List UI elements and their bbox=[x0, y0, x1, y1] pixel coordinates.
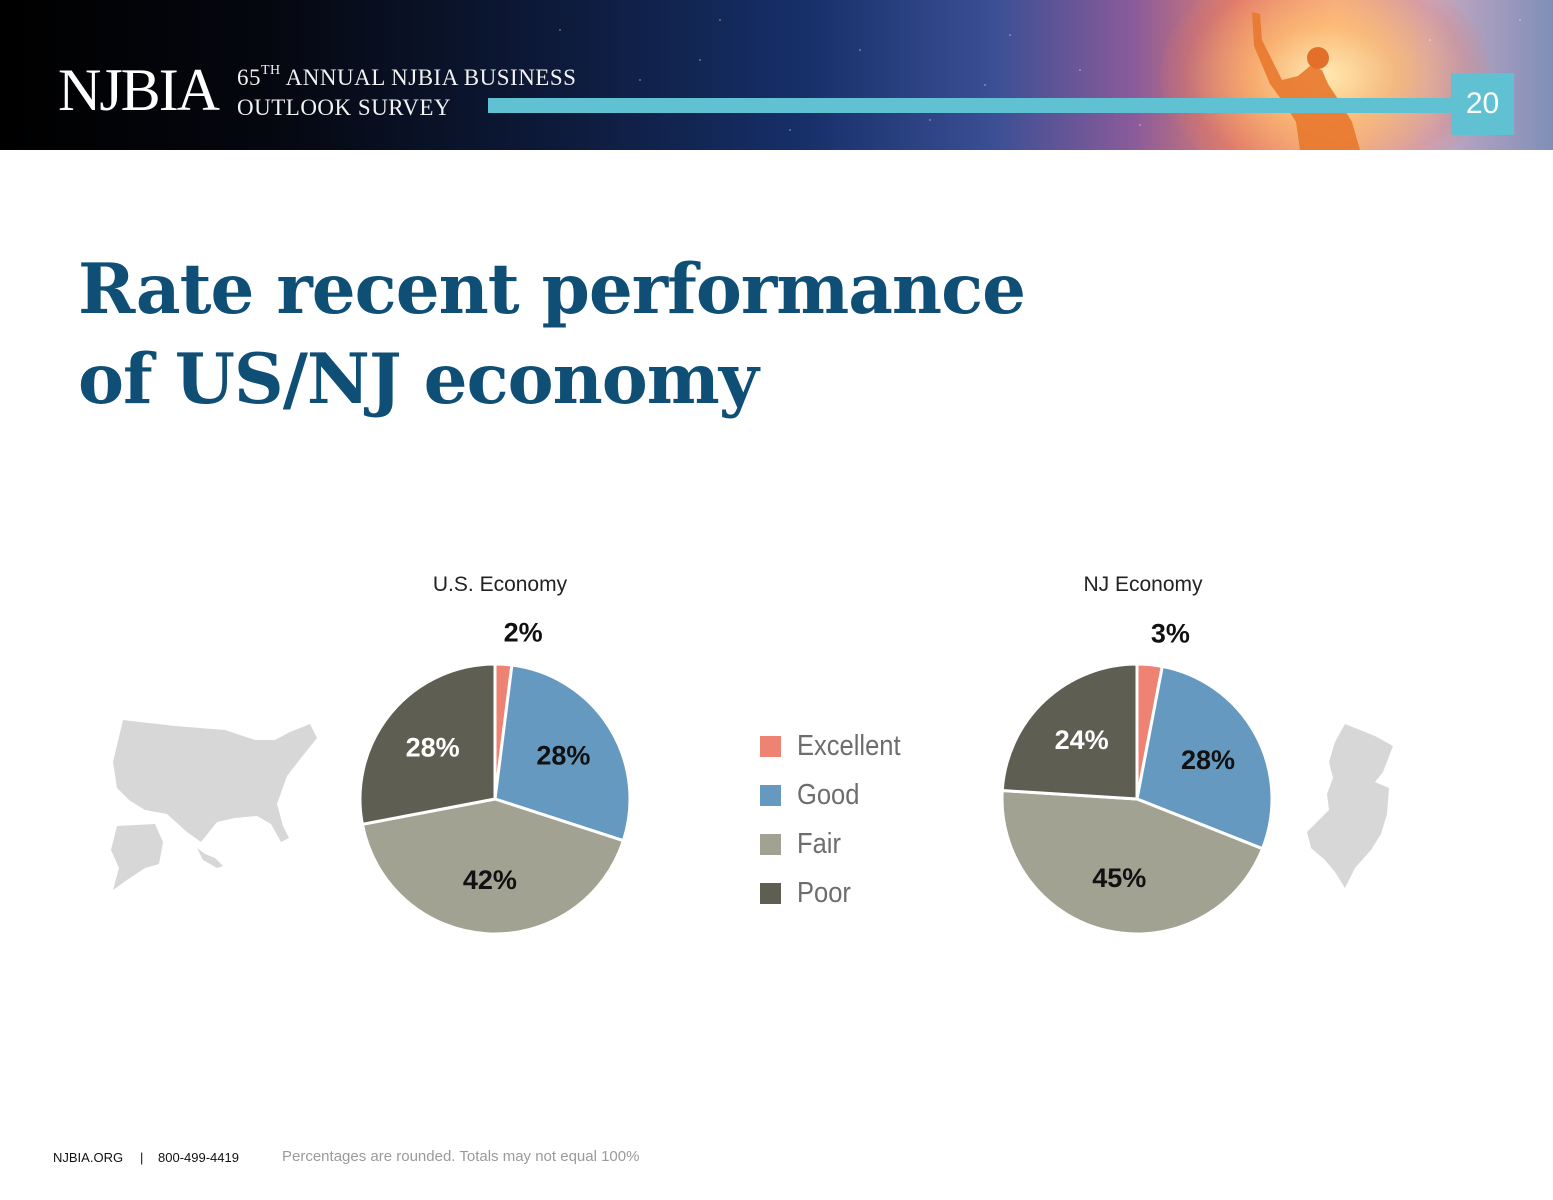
njbia-logo[interactable]: NJBIA bbox=[58, 57, 220, 123]
page-number-badge: 20 bbox=[1451, 73, 1514, 135]
survey-title-line1: 65TH ANNUAL NJBIA BUSINESS bbox=[237, 63, 577, 90]
legend-label-fair: Fair bbox=[797, 828, 841, 860]
legend-item-good: Good bbox=[760, 771, 915, 820]
survey-edition-number: 65 bbox=[237, 65, 261, 90]
reaching-figure-image bbox=[1252, 12, 1360, 150]
legend-item-fair: Fair bbox=[760, 820, 915, 869]
legend-swatch-good bbox=[760, 785, 781, 806]
nj-map-image bbox=[1307, 724, 1393, 888]
legend-swatch-fair bbox=[760, 834, 781, 855]
footer-phone: 800-499-4419 bbox=[158, 1150, 239, 1165]
nj-slice-good bbox=[1135, 664, 1274, 851]
us-slice-good bbox=[493, 663, 632, 843]
us-map-image bbox=[111, 720, 317, 890]
nj-label-good: 28% bbox=[1181, 745, 1235, 775]
us-label-good: 28% bbox=[536, 741, 590, 771]
us-label-poor: 28% bbox=[406, 732, 460, 762]
header-accent-bar bbox=[488, 98, 1488, 113]
legend-item-excellent: Excellent bbox=[760, 722, 915, 771]
nj-economy-pie: 3% 28% 45% 24% bbox=[1000, 619, 1274, 936]
nj-label-poor: 24% bbox=[1055, 725, 1109, 755]
legend-label-good: Good bbox=[797, 779, 860, 811]
us-chart-title: U.S. Economy bbox=[432, 573, 568, 596]
nj-slice-poor bbox=[1000, 662, 1139, 801]
legend-label-poor: Poor bbox=[797, 877, 851, 909]
survey-title-line2: OUTLOOK SURVEY bbox=[237, 95, 452, 120]
page-title: Rate recent performance of US/NJ economy bbox=[78, 245, 1026, 425]
header-banner: NJBIA 65TH ANNUAL NJBIA BUSINESS OUTLOOK… bbox=[0, 0, 1553, 150]
footer-note: Percentages are rounded. Totals may not … bbox=[282, 1148, 640, 1165]
legend-swatch-poor bbox=[760, 883, 781, 904]
legend-item-poor: Poor bbox=[760, 869, 915, 918]
page-title-line2: of US/NJ economy bbox=[78, 339, 759, 420]
chart-legend: Excellent Good Fair Poor bbox=[760, 722, 915, 918]
legend-label-excellent: Excellent bbox=[797, 730, 901, 762]
nj-label-excellent: 3% bbox=[1151, 619, 1190, 649]
us-label-excellent: 2% bbox=[504, 618, 543, 648]
nj-label-fair: 45% bbox=[1092, 863, 1146, 893]
survey-edition-suffix: TH bbox=[261, 63, 281, 78]
us-label-fair: 42% bbox=[463, 865, 517, 895]
footer-separator: | bbox=[140, 1150, 144, 1165]
us-slice-poor bbox=[358, 662, 497, 827]
page-title-line1: Rate recent performance bbox=[78, 249, 1026, 330]
footer-site-link[interactable]: NJBIA.ORG bbox=[53, 1150, 124, 1165]
banner-stars bbox=[0, 0, 1553, 150]
survey-title-text: ANNUAL NJBIA BUSINESS bbox=[280, 65, 577, 90]
us-slice-fair bbox=[360, 797, 626, 936]
us-economy-pie: 2% 28% 42% 28% bbox=[358, 618, 632, 936]
nj-slice-fair bbox=[1000, 788, 1265, 936]
legend-swatch-excellent bbox=[760, 736, 781, 757]
nj-chart-title: NJ Economy bbox=[1083, 573, 1203, 596]
